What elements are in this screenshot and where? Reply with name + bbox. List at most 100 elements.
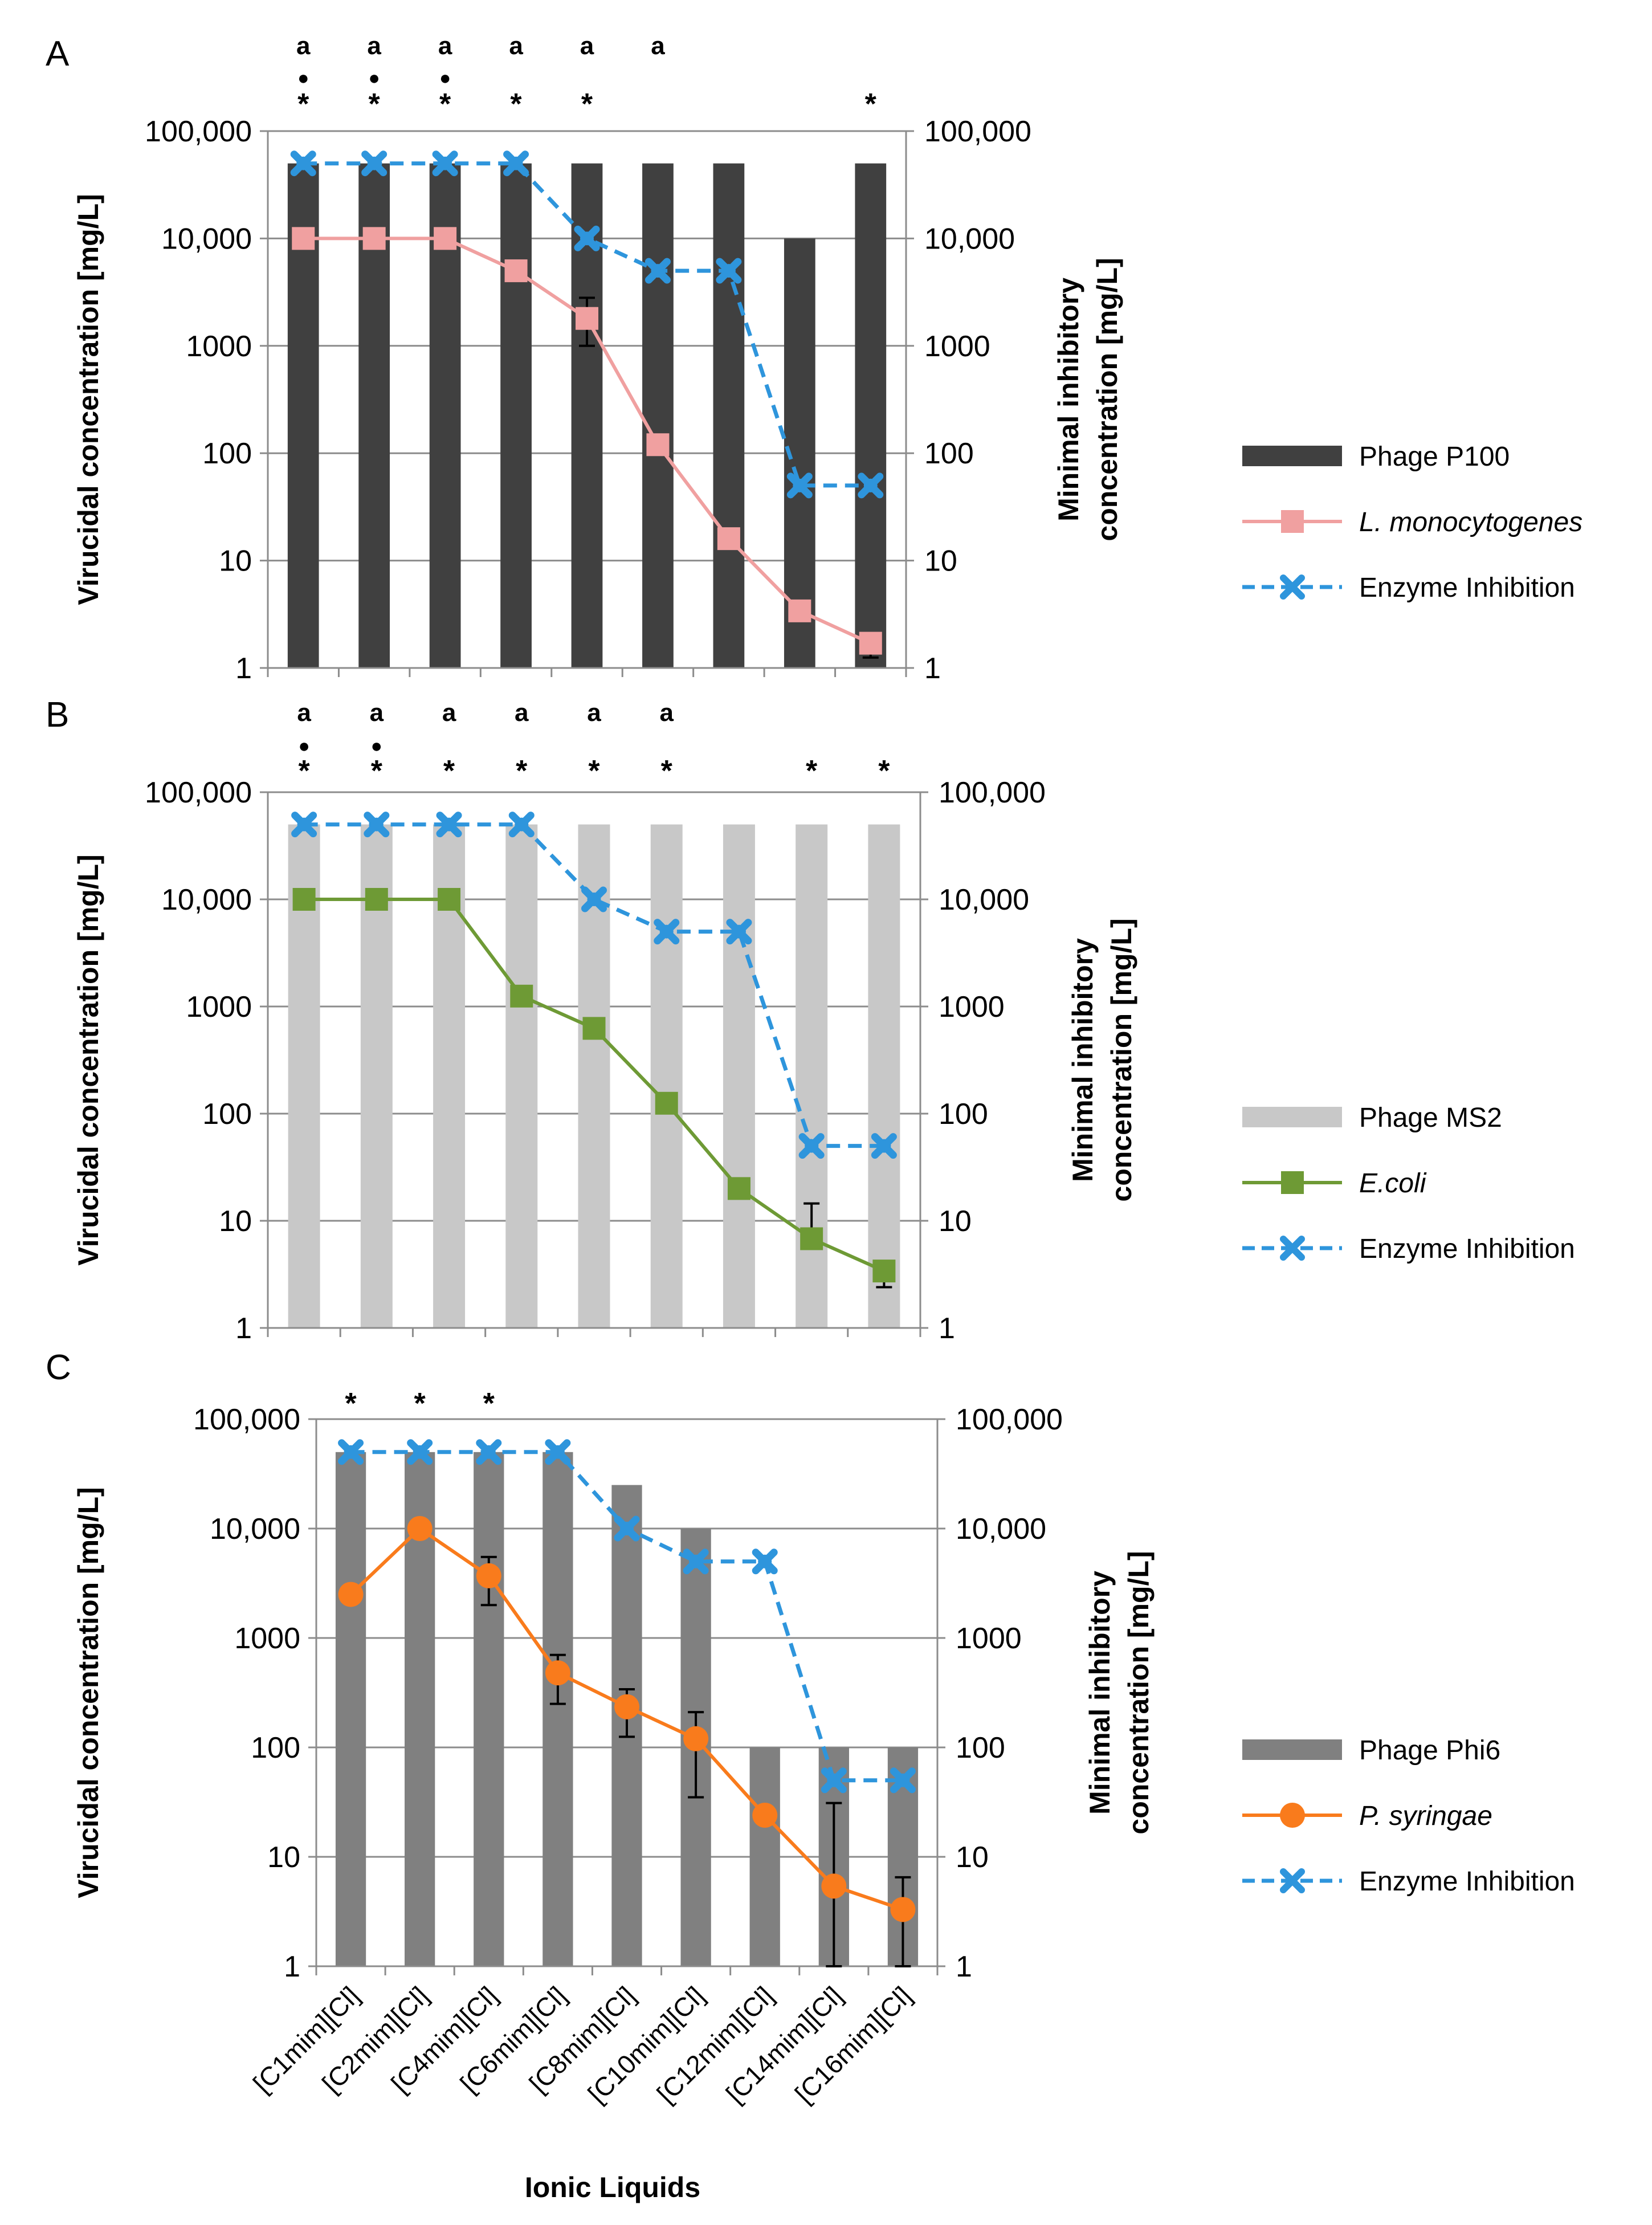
legend-label-bar: Phage P100 [1359,442,1510,472]
significance-a: a [367,32,381,60]
organism-marker-5 [614,1694,639,1719]
significance-star: * [297,88,309,121]
y-tick-label: 100 [251,1731,300,1764]
enzyme-marker-core [758,1554,772,1568]
y-axis-title: Virucidal concentration [mg/L] [72,194,104,605]
organism-marker-4 [545,1660,570,1686]
y2-tick-label: 1 [939,1312,955,1345]
legend-marker-enzyme [1280,1236,1305,1261]
y2-tick-label: 10 [939,1205,972,1238]
y2-tick-label: 1 [924,652,941,685]
bar-9 [868,824,900,1328]
enzyme-marker-core [413,1445,427,1459]
enzyme-marker-core [550,1445,565,1459]
enzyme-marker-core [689,1554,703,1568]
organism-marker-2 [365,888,388,911]
y2-tick-label: 10 [956,1841,989,1874]
bar-4 [500,163,532,668]
y-tick-label: 10 [219,545,252,578]
bar-4 [542,1452,573,1966]
enzyme-marker-core [580,231,594,246]
enzyme-marker-core [438,156,452,170]
panel-label: A [46,34,70,74]
significance-a: a [438,32,452,60]
enzyme-marker-core [805,1139,819,1153]
organism-marker-5 [576,307,598,330]
y-tick-label: 1000 [234,1622,300,1655]
y-axis-title: Virucidal concentration [mg/L] [72,854,104,1265]
organism-marker-1 [292,888,316,911]
panel-a: A 1 1 10 10 100 100 1000 1000 10,000 10,000 100,000… [46,32,1582,685]
significance-dot: ● [371,735,383,757]
y-tick-label: 100,000 [145,115,252,148]
significance-star: * [345,1387,357,1420]
panel-c: C 1 1 10 10 100 100 1000 1000 10,000 10,000 100,000… [46,1348,1575,2203]
significance-star: * [806,755,818,788]
y2-tick-label: 1000 [939,991,1005,1024]
significance-a: a [659,699,674,727]
legend-label-bar: Phage Phi6 [1359,1735,1500,1766]
enzyme-marker-core [482,1445,496,1459]
significance-star: * [439,88,451,121]
significance-star: * [483,1387,495,1420]
significance-star: * [878,755,890,788]
significance-a: a [297,699,311,727]
significance-star: * [865,88,877,121]
legend-marker-organism [1280,1803,1305,1828]
y2-tick-label: 100,000 [956,1403,1063,1436]
enzyme-inhibition-line [304,822,884,1148]
y-tick-label: 100,000 [145,776,252,809]
significance-star: * [588,755,600,788]
y2-axis-title-line1: Minimal inhibitory [1067,938,1099,1182]
y-tick-label: 10,000 [161,883,252,916]
legend-swatch-bar [1242,446,1342,466]
y2-axis-title-line2: concentration [mg/L] [1091,258,1123,541]
significance-star: * [581,88,593,121]
y2-axis-title-line2: concentration [mg/L] [1106,918,1137,1201]
significance-star: * [661,755,673,788]
y2-axis-title-line2: concentration [mg/L] [1123,1551,1155,1834]
legend-label-bar: Phage MS2 [1359,1103,1502,1133]
bar-8 [796,824,828,1328]
enzyme-marker-core [587,893,601,906]
y-tick-label: 1 [235,652,252,685]
significance-a: a [587,699,601,727]
significance-a: a [442,699,456,727]
organism-marker-4 [504,259,528,283]
organism-marker-3 [434,227,457,250]
y-tick-label: 100 [202,1098,252,1131]
bar-3 [474,1452,504,1966]
enzyme-marker-core [442,817,456,832]
enzyme-marker-core [367,156,381,170]
enzyme-marker-core [296,156,311,170]
organism-marker-2 [407,1516,433,1541]
organism-marker-5 [582,1017,606,1040]
significance-a: a [651,32,665,60]
organism-marker-9 [859,631,882,655]
y-tick-label: 1000 [186,991,252,1024]
y2-tick-label: 100 [939,1098,988,1131]
enzyme-marker-core [369,817,384,832]
legend-label-enzyme: Enzyme Inhibition [1359,1867,1575,1897]
organism-marker-1 [338,1582,364,1607]
enzyme-marker-core [863,478,878,492]
organism-marker-8 [788,599,811,622]
organism-marker-3 [476,1563,501,1588]
significance-dot: ● [368,67,380,89]
organism-marker-7 [727,1177,750,1200]
significance-a: a [370,699,384,727]
significance-star: * [414,1387,426,1420]
legend-swatch-bar [1242,1107,1342,1127]
legend-marker-organism [1281,1171,1304,1194]
y2-tick-label: 100,000 [939,776,1046,809]
y-tick-label: 10,000 [210,1513,300,1546]
significance-a: a [580,32,594,60]
y-tick-label: 1 [235,1312,252,1345]
organism-marker-6 [655,1091,678,1115]
y2-tick-label: 100 [924,437,974,470]
enzyme-marker-core [515,817,529,832]
panel-label: C [46,1348,71,1387]
organism-marker-7 [752,1802,778,1828]
bar-1 [335,1452,366,1966]
legend-label-organism: E.coli [1359,1168,1427,1199]
